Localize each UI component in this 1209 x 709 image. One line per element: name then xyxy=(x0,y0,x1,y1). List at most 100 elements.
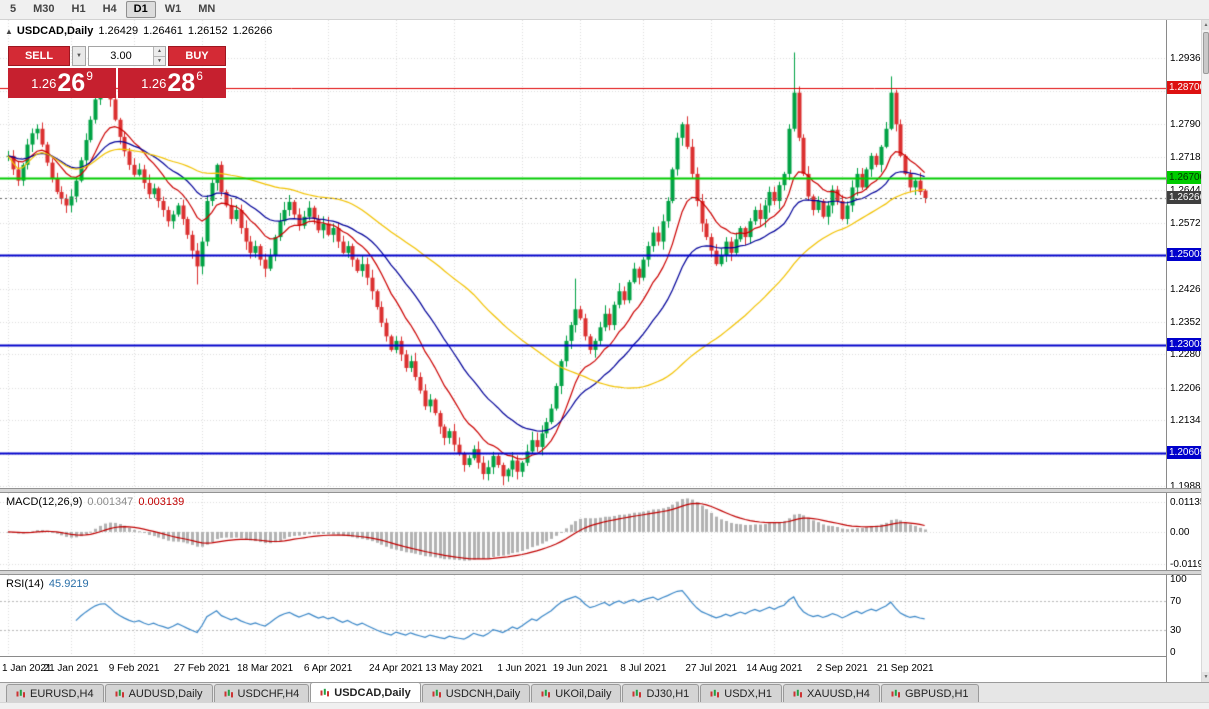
sell-button[interactable]: SELL xyxy=(8,46,70,66)
support-level-3-price: 1.20609 xyxy=(1167,446,1206,460)
rsi-tick-30: 30 xyxy=(1170,625,1182,637)
ask-base: 1.26 xyxy=(141,75,167,91)
chart-header: ▲ USDCAD,Daily 1.26429 1.26461 1.26152 1.2626… xyxy=(5,25,272,37)
chart-tab-UKOil-Daily[interactable]: UKOil,Daily xyxy=(531,684,622,702)
price-tick-1.24260: 1.24260 xyxy=(1170,283,1207,295)
chart-tab-icon xyxy=(432,689,441,697)
rsi-value: 45.9219 xyxy=(48,578,89,590)
timeframe-button-H4[interactable]: H4 xyxy=(102,3,117,15)
price-tick-1.27180: 1.27180 xyxy=(1170,151,1207,163)
ask-pips: 28 xyxy=(167,69,196,97)
main-chart-canvas[interactable] xyxy=(0,20,1166,488)
timeframe-button-5[interactable]: 5 xyxy=(10,3,17,15)
macd-tick-0.00: 0.00 xyxy=(1170,526,1190,538)
resistance-level-price: 1.28700 xyxy=(1167,81,1206,95)
price-tick-1.22800: 1.22800 xyxy=(1170,349,1207,361)
price-tick-1.21340: 1.21340 xyxy=(1170,415,1207,427)
price-tick-1.22060: 1.22060 xyxy=(1170,382,1207,394)
timeframe-button-M30[interactable]: M30 xyxy=(33,3,55,15)
rsi-tick-100: 100 xyxy=(1170,574,1187,585)
price-tick-1.19880: 1.19880 xyxy=(1170,481,1207,493)
chart-tab-label: AUDUSD,Daily xyxy=(128,687,203,700)
chart-tab-GBPUSD-H1[interactable]: GBPUSD,H1 xyxy=(880,684,979,702)
chart-tab-icon xyxy=(891,689,900,697)
scroll-down-icon[interactable]: ▼ xyxy=(1202,672,1209,682)
price-tick-1.23520: 1.23520 xyxy=(1170,316,1207,328)
support-level-1-price: 1.25003 xyxy=(1167,247,1206,261)
chart-tab-AUDUSD-Daily[interactable]: AUDUSD,Daily xyxy=(104,684,213,702)
macd-indicator-canvas[interactable] xyxy=(0,493,1166,570)
chart-tab-icon xyxy=(793,689,802,697)
bid-pips: 26 xyxy=(57,69,86,97)
time-label-172: 2 Sep 2021 xyxy=(816,663,868,674)
buy-price-panel[interactable]: 1.26 28 6 xyxy=(118,68,226,98)
price-axis[interactable]: 1.293601.286301.279001.271801.264401.257… xyxy=(1166,20,1209,682)
ohlc-high: 1.26461 xyxy=(143,25,183,37)
volume-spin-up-icon[interactable]: ▲ xyxy=(154,47,165,56)
chart-tab-icon xyxy=(115,689,124,697)
volume-input[interactable] xyxy=(89,47,153,65)
time-axis[interactable]: 1 Jan 2021 21 Jan 2021 9 Feb 2021 27 Feb 20… xyxy=(0,656,1166,682)
ask-point: 6 xyxy=(196,69,203,83)
ohlc-low: 1.26152 xyxy=(187,25,228,37)
time-label-106: 1 Jun 2021 xyxy=(497,663,547,674)
time-label-131: 8 Jul 2021 xyxy=(620,663,667,674)
chart-tab-XAUUSD-H4[interactable]: XAUUSD,H4 xyxy=(782,684,880,702)
timeframe-button-D1[interactable]: D1 xyxy=(125,1,156,18)
volume-spin-down-icon[interactable]: ▼ xyxy=(154,55,165,65)
macd-signal-value: 0.003139 xyxy=(138,496,185,508)
chart-tab-label: USDX,H1 xyxy=(724,687,772,700)
volume-spinner: ▲ ▼ xyxy=(153,47,165,65)
timeframe-button-W1[interactable]: W1 xyxy=(164,3,182,15)
rsi-indicator-canvas[interactable] xyxy=(0,575,1166,656)
chart-tab-label: USDCNH,Daily xyxy=(445,687,521,700)
chart-tab-EURUSD-H4[interactable]: EURUSD,H4 xyxy=(6,684,104,702)
chart-tab-icon xyxy=(632,689,642,697)
chart-tabs-bar: EURUSD,H4 AUDUSD,Daily USDCHF,H4 USDCAD,Dai… xyxy=(0,682,1209,702)
support-level-2-price: 1.23003 xyxy=(1167,338,1206,352)
price-tick-1.26440: 1.26440 xyxy=(1170,185,1206,196)
time-label-80: 24 Apr 2021 xyxy=(369,663,423,674)
timeframe-button-MN[interactable]: MN xyxy=(198,3,216,15)
ohlc-open: 1.26429 xyxy=(98,25,139,37)
macd-tick-0.01135: 0.01135 xyxy=(1170,496,1206,508)
ohlc-close: 1.26266 xyxy=(232,25,273,37)
chart-tab-label: GBPUSD,H1 xyxy=(904,687,969,700)
timeframe-button-H1[interactable]: H1 xyxy=(71,3,86,15)
chart-tab-label: USDCHF,H4 xyxy=(237,687,300,700)
status-strip xyxy=(0,702,1209,709)
chart-tab-icon xyxy=(16,689,25,697)
time-label-185: 21 Sep 2021 xyxy=(876,663,934,674)
one-click-collapse-icon[interactable]: ▲ xyxy=(5,27,13,36)
time-label-0: 1 Jan 2021 xyxy=(2,663,52,674)
chart-tab-USDCAD-Daily[interactable]: USDCAD,Daily xyxy=(310,682,421,702)
rsi-tick-0: 0 xyxy=(1170,647,1176,658)
bid-base: 1.26 xyxy=(31,75,57,91)
time-label-66: 6 Apr 2021 xyxy=(303,663,353,674)
buy-button[interactable]: BUY xyxy=(168,46,226,66)
current-bid-price: 1.26266 xyxy=(1167,190,1206,204)
chart-tab-USDCHF-H4[interactable]: USDCHF,H4 xyxy=(213,684,310,702)
chart-tab-icon xyxy=(541,689,551,697)
pane-divider-rsi[interactable] xyxy=(0,570,1201,575)
rsi-name: RSI(14) xyxy=(6,578,44,590)
chart-window: ▲ USDCAD,Daily 1.26429 1.26461 1.26152 1.2626… xyxy=(0,20,1209,682)
price-tick-1.25720: 1.25720 xyxy=(1170,217,1207,229)
macd-name: MACD(12,26,9) xyxy=(6,496,83,508)
time-label-13: 21 Jan 2021 xyxy=(43,663,99,674)
rsi-tick-70: 70 xyxy=(1170,595,1182,607)
scroll-up-icon[interactable]: ▲ xyxy=(1202,20,1209,30)
scrollbar-thumb[interactable] xyxy=(1203,32,1209,74)
vertical-scrollbar[interactable]: ▲ ▼ xyxy=(1201,20,1209,682)
sell-price-panel[interactable]: 1.26 26 9 xyxy=(8,68,116,98)
macd-label: MACD(12,26,9) 0.001347 0.003139 xyxy=(6,496,184,508)
volume-dropdown-button[interactable]: ▼ xyxy=(72,46,86,66)
chart-tab-DJ30-H1[interactable]: DJ30,H1 xyxy=(622,684,700,702)
chart-tab-USDX-H1[interactable]: USDX,H1 xyxy=(700,684,782,702)
time-label-158: 14 Aug 2021 xyxy=(746,663,803,674)
pane-divider-macd[interactable] xyxy=(0,488,1201,493)
time-label-145: 27 Jul 2021 xyxy=(685,663,738,674)
volume-box: ▲ ▼ xyxy=(88,46,166,66)
chart-tab-USDCNH-Daily[interactable]: USDCNH,Daily xyxy=(421,684,531,702)
